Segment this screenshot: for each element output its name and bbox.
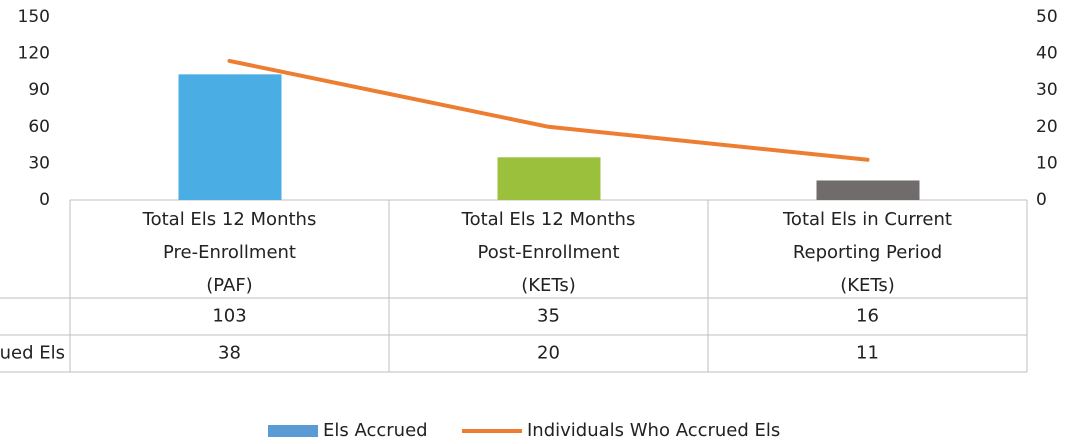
legend-label: Individuals Who Accrued Els [527, 420, 780, 441]
y2-tick-label: 0 [1036, 190, 1047, 210]
category-label: (KETs) [521, 275, 576, 296]
y2-tick-label: 30 [1036, 80, 1058, 100]
table-value: 20 [537, 343, 560, 364]
table-value: 11 [856, 343, 879, 364]
category-label: Post-Enrollment [477, 242, 619, 263]
bar [497, 157, 601, 200]
table-value: 35 [537, 306, 560, 327]
bar [816, 180, 920, 200]
category-label: Total Els in Current [782, 209, 952, 230]
table-value: 38 [218, 343, 241, 364]
row-header: Individuals Who Accrued Els [0, 343, 65, 364]
y-tick-label: 60 [28, 117, 50, 137]
line [227, 58, 870, 162]
y-tick-label: 0 [39, 190, 50, 210]
y-tick-label: 90 [28, 80, 50, 100]
category-label: (PAF) [206, 275, 252, 296]
y-tick-label: 150 [18, 7, 50, 27]
table-value: 103 [212, 306, 246, 327]
category-label: Total Els 12 Months [461, 209, 636, 230]
category-label: Reporting Period [793, 242, 942, 263]
y2-tick-label: 50 [1036, 7, 1058, 27]
y2-tick-label: 40 [1036, 44, 1058, 64]
bar [178, 74, 282, 200]
category-label: (KETs) [840, 275, 895, 296]
legend-key [268, 425, 318, 437]
legend-label: Els Accrued [323, 420, 428, 441]
category-label: Pre-Enrollment [163, 242, 296, 263]
y-tick-label: 120 [18, 44, 50, 64]
category-label: Total Els 12 Months [142, 209, 317, 230]
y2-tick-label: 10 [1036, 153, 1058, 173]
table-value: 16 [856, 306, 879, 327]
y2-tick-label: 20 [1036, 117, 1058, 137]
y-tick-label: 30 [28, 153, 50, 173]
